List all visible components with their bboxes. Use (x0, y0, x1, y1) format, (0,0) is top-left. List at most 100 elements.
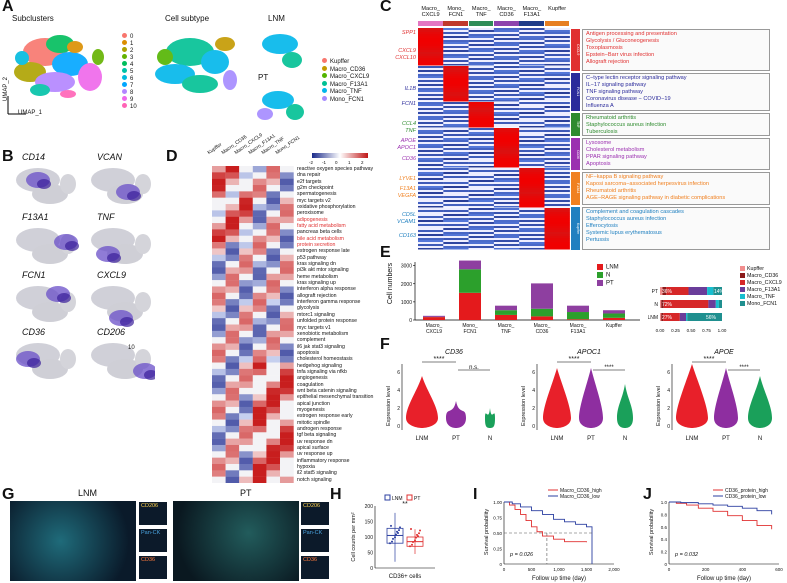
pathway-item: TNF signaling pathway (586, 89, 643, 95)
y-tick-label: 0.2 (661, 550, 668, 555)
heat-cell (266, 413, 281, 420)
bar-segment (495, 310, 517, 315)
heat-cell (544, 150, 570, 153)
heat-cell (239, 305, 253, 313)
heat-cell (544, 52, 570, 55)
legend-label: Macro_TNF (747, 294, 775, 300)
heat-cell (544, 92, 570, 95)
prop-x-tick: 1.00 (718, 328, 727, 333)
heat-cell (468, 140, 494, 143)
d-row-label: angiogenesis (297, 375, 328, 382)
heat-cell (443, 134, 469, 137)
heat-cell (418, 222, 444, 225)
heat-cell (443, 32, 469, 35)
heat-cell (239, 387, 253, 395)
colorbar-tick: -2 (309, 160, 314, 165)
prop-segment (661, 300, 664, 308)
violin-shape (579, 368, 603, 428)
heat-cell (544, 216, 570, 219)
cell-cloud (135, 292, 151, 312)
heat-cell (212, 368, 226, 376)
heat-cell (280, 178, 294, 186)
pathway-box: Antigen processing and presentation Glyco… (582, 29, 770, 71)
heat-cell (544, 180, 570, 183)
data-point (419, 529, 421, 532)
heat-cell (493, 158, 520, 161)
heat-cell (266, 368, 281, 376)
heat-cell (468, 40, 494, 43)
heat-cell (443, 66, 469, 69)
cluster-legend-item: 2 (122, 47, 133, 54)
heat-cell (443, 142, 469, 145)
gene-title: TNF (97, 212, 115, 222)
heat-cell (252, 356, 267, 363)
heat-cell (544, 188, 570, 191)
heat-cell (239, 172, 253, 179)
heat-cell (266, 330, 281, 338)
heat-cell (418, 82, 444, 85)
heat-cell (519, 176, 545, 179)
heat-cell (544, 56, 570, 59)
c-gene-label: TNF (405, 128, 416, 134)
heat-cell (519, 130, 545, 133)
heat-cell (519, 90, 545, 93)
legend-dot-icon (122, 61, 127, 66)
heat-cell (418, 92, 444, 95)
feature-plot (91, 343, 155, 380)
heat-cell (443, 214, 469, 217)
heat-cell (493, 178, 520, 181)
d-row-label: uv response dn (297, 438, 333, 445)
x-tick-label: 0 (668, 567, 671, 572)
heat-cell (212, 242, 226, 249)
data-point (410, 527, 412, 530)
heat-cell (418, 102, 444, 105)
lnm-title: LNM (268, 14, 285, 23)
heat-cell (280, 261, 294, 268)
heat-cell (544, 232, 570, 235)
y-tick-label: 0.25 (493, 547, 502, 552)
heat-cell (443, 90, 469, 93)
heat-cell (493, 94, 520, 97)
heat-cell (443, 220, 469, 223)
prop-segment (660, 287, 663, 295)
y-tick-label: 3000 (401, 264, 412, 270)
heat-cell (519, 154, 545, 157)
d-row-label: interferon gamma response (297, 299, 361, 306)
pathway-box: Complement and coagulation cascades Staph… (582, 207, 770, 250)
heat-cell (519, 76, 545, 79)
heat-cell (493, 246, 520, 249)
heat-cell (544, 210, 570, 213)
heat-cell (418, 218, 444, 221)
heat-cell (225, 476, 240, 483)
heat-cell (443, 188, 469, 191)
data-point (418, 532, 420, 535)
sig-label: **** (569, 356, 580, 363)
heat-cell (225, 419, 240, 427)
heat-cell (280, 185, 294, 192)
heat-cell (493, 248, 520, 250)
heat-cell (418, 42, 444, 45)
heat-cell (418, 76, 444, 79)
heat-cell (468, 158, 494, 161)
heat-cell (544, 36, 570, 39)
heat-cell (443, 232, 469, 235)
if-channel-tile: CD36 (300, 555, 330, 580)
heat-cell (544, 116, 570, 119)
heat-cell (468, 160, 494, 163)
feature-plot (16, 228, 79, 264)
cluster-legend-item: 1 (122, 40, 133, 47)
heat-cell (266, 305, 281, 313)
heat-cell (519, 118, 545, 121)
heat-cell (418, 134, 444, 137)
heat-cell (418, 162, 444, 165)
data-point (409, 545, 411, 548)
heat-cell (544, 54, 570, 57)
heat-cell (493, 86, 520, 89)
heat-cell (468, 112, 494, 115)
heat-cell (544, 166, 570, 169)
heat-cell (252, 197, 267, 205)
feature-plot (16, 343, 76, 379)
legend-label: Macro_TNF (330, 89, 362, 95)
heat-cell (239, 280, 253, 287)
heat-cell (544, 186, 570, 189)
